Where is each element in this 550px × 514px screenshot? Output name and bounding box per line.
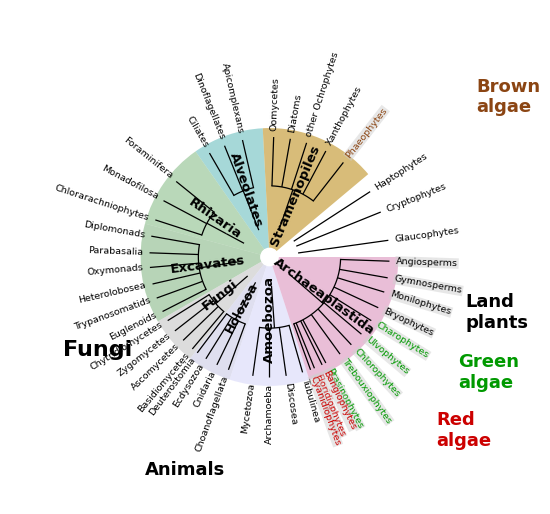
Wedge shape <box>141 224 270 321</box>
Text: Discosea: Discosea <box>283 382 298 425</box>
Text: Mycetozoa: Mycetozoa <box>240 382 256 434</box>
Text: Euglenoids: Euglenoids <box>108 310 158 342</box>
Text: Charophytes: Charophytes <box>375 320 431 360</box>
Text: Excavates: Excavates <box>169 253 246 276</box>
Text: Cryptophytes: Cryptophytes <box>385 181 448 214</box>
Text: Diatoms: Diatoms <box>287 93 303 133</box>
Text: Zygomycetes: Zygomycetes <box>116 332 172 378</box>
Text: Cyanidiophytes: Cyanidiophytes <box>309 375 342 447</box>
Text: Basidiomycetes: Basidiomycetes <box>136 351 191 414</box>
Text: Red
algae: Red algae <box>436 411 491 450</box>
Text: Archaeaplastida: Archaeaplastida <box>271 255 376 337</box>
Text: Ascomycetes: Ascomycetes <box>130 342 182 392</box>
Wedge shape <box>270 257 398 380</box>
Text: Oxymonads: Oxymonads <box>86 264 144 278</box>
Text: Monilophytes: Monilophytes <box>389 290 452 317</box>
Text: Prasinophytes: Prasinophytes <box>325 367 365 430</box>
Text: Phaeophytes: Phaeophytes <box>344 106 389 160</box>
Wedge shape <box>158 257 270 359</box>
Text: Amoebozoa: Amoebozoa <box>263 276 276 363</box>
Text: Cnidaria: Cnidaria <box>192 369 218 409</box>
Text: Trebouxiophytes: Trebouxiophytes <box>340 357 393 425</box>
Wedge shape <box>263 128 368 257</box>
Wedge shape <box>145 152 270 257</box>
Text: Xanthophytes: Xanthophytes <box>325 85 364 147</box>
Circle shape <box>261 248 278 266</box>
Text: Fungi: Fungi <box>200 278 241 313</box>
Text: Heterolobosea: Heterolobosea <box>78 281 147 305</box>
Text: Choanoflagellata: Choanoflagellata <box>194 375 230 453</box>
Text: Ciliates: Ciliates <box>185 115 210 150</box>
Text: Parabasalia: Parabasalia <box>88 246 143 257</box>
Text: Monadofilosa: Monadofilosa <box>100 164 160 201</box>
Text: Bangiophytes: Bangiophytes <box>321 369 358 431</box>
Text: Haptophytes: Haptophytes <box>373 151 429 192</box>
Text: Rhizaria: Rhizaria <box>186 196 244 242</box>
Text: Chytridiomycetes: Chytridiomycetes <box>89 320 164 372</box>
Text: Chlorarachniophytes: Chlorarachniophytes <box>54 183 150 222</box>
Text: Tubulinea: Tubulinea <box>300 378 321 424</box>
Text: Bryophytes: Bryophytes <box>382 306 435 338</box>
Text: Floridiophytes: Floridiophytes <box>313 373 346 438</box>
Text: Holozoa: Holozoa <box>223 280 261 336</box>
Text: Alveolates: Alveolates <box>227 151 265 229</box>
Text: Brown
algae: Brown algae <box>476 78 540 116</box>
Text: Apicomplexans: Apicomplexans <box>221 62 245 135</box>
Text: Chlorophytes: Chlorophytes <box>353 346 402 399</box>
Text: Stramenopiles: Stramenopiles <box>268 143 323 248</box>
Text: Deuterostomia: Deuterostomia <box>147 356 197 417</box>
Text: Oomycetes: Oomycetes <box>270 77 280 131</box>
Text: Foraminifera: Foraminifera <box>122 136 174 181</box>
Text: Dinoflagellates: Dinoflagellates <box>191 72 226 141</box>
Wedge shape <box>196 128 270 257</box>
Text: Gymnosperms: Gymnosperms <box>393 274 463 296</box>
Text: Green
algae: Green algae <box>458 353 519 392</box>
Text: Diplomonads: Diplomonads <box>82 220 146 240</box>
Wedge shape <box>230 257 309 386</box>
Text: Fungi: Fungi <box>63 340 132 360</box>
Text: other Ochrophytes: other Ochrophytes <box>304 51 340 138</box>
Text: Glaucophytes: Glaucophytes <box>394 226 460 244</box>
Wedge shape <box>190 257 270 380</box>
Text: Land
plants: Land plants <box>465 293 528 332</box>
Text: Ecdysozoa: Ecdysozoa <box>172 362 206 409</box>
Text: Trypanosomatids: Trypanosomatids <box>73 296 152 332</box>
Text: Angiosperms: Angiosperms <box>396 257 458 268</box>
Text: Archamoeba: Archamoeba <box>265 383 274 444</box>
Text: Animals: Animals <box>145 462 225 480</box>
Text: Ulvophytes: Ulvophytes <box>364 335 410 376</box>
